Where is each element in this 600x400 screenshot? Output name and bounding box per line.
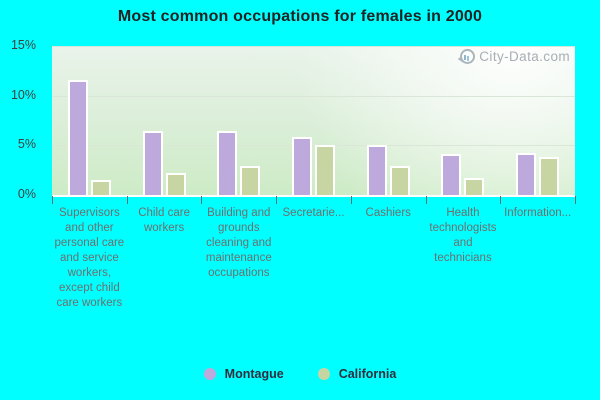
- tick-mark: [575, 196, 576, 204]
- legend-item-montague: Montague: [203, 367, 284, 381]
- california-swatch: [317, 368, 330, 380]
- y-tick-label: 0%: [17, 187, 36, 201]
- bar-montague-3: [292, 137, 312, 195]
- legend-label: Montague: [224, 367, 284, 381]
- watermark[interactable]: City-Data.com: [460, 49, 570, 64]
- bar-montague-4: [366, 145, 387, 195]
- x-axis-labels: Supervisors and other personal care and …: [52, 206, 575, 311]
- y-tick-label: 5%: [17, 137, 36, 152]
- x-axis-ticks: [52, 196, 576, 204]
- chart-title: Most common occupations for females in 2…: [117, 8, 483, 25]
- y-axis-labels: 15% 10% 5% 0%: [0, 0, 36, 400]
- bar-california-5: [464, 178, 485, 195]
- plot-area: City-Data.com: [52, 46, 575, 197]
- bar-california-6: [539, 157, 560, 195]
- montague-swatch: [203, 368, 216, 380]
- y-tick-label: 10%: [10, 87, 36, 102]
- legend-label: California: [338, 367, 397, 381]
- tick-mark: [425, 196, 427, 204]
- x-category-label: Health technologists and technicians: [429, 207, 497, 264]
- legend: Montague California: [0, 362, 600, 386]
- gridline-5%: [52, 145, 575, 147]
- watermark-text: City-Data.com: [479, 49, 570, 64]
- x-category-label: Supervisors and other personal care and …: [54, 207, 125, 309]
- gridline-15%: [52, 46, 575, 47]
- tick-mark: [52, 196, 53, 204]
- x-category-label: Secretarie...: [282, 207, 345, 219]
- tick-mark: [201, 196, 203, 204]
- bar-california-0: [90, 180, 111, 195]
- tick-mark: [276, 196, 278, 204]
- bar-california-3: [315, 145, 335, 195]
- tick-mark: [500, 196, 502, 204]
- tick-mark: [126, 196, 128, 204]
- x-category-label: Child care workers: [138, 207, 190, 234]
- bar-montague-2: [217, 131, 238, 195]
- magnifier-icon: [460, 49, 476, 64]
- bar-montague-6: [516, 153, 537, 195]
- bar-california-2: [240, 166, 261, 195]
- x-category-label: Building and grounds cleaning and mainte…: [205, 207, 272, 279]
- bar-california-4: [389, 166, 410, 195]
- legend-item-california: California: [317, 367, 397, 381]
- x-category-label: Cashiers: [365, 207, 411, 219]
- bar-montague-0: [67, 79, 88, 195]
- bar-montague-5: [441, 154, 462, 195]
- tick-mark: [350, 196, 352, 204]
- bar-california-1: [165, 173, 186, 195]
- x-category-label: Information...: [504, 207, 572, 219]
- gridline-10%: [52, 95, 575, 97]
- y-tick-label: 15%: [10, 38, 36, 52]
- bar-montague-1: [142, 131, 163, 195]
